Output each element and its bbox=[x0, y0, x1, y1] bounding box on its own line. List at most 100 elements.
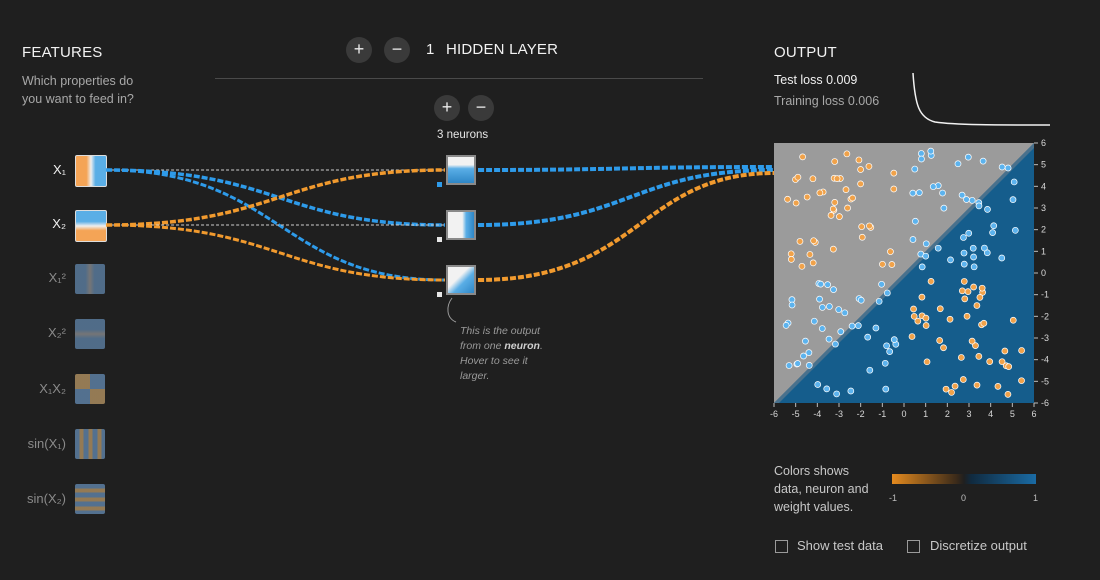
data-point bbox=[960, 278, 968, 285]
hidden-layer-title: HIDDEN LAYER bbox=[446, 41, 559, 58]
feature-label-x1: X₁ bbox=[52, 162, 66, 177]
x-axis: -6 -5 -4 -3 -2 -1 0 1 2 3 4 5 6 bbox=[770, 403, 1037, 419]
data-point bbox=[798, 262, 806, 270]
data-point bbox=[963, 312, 971, 320]
remove-layer-button[interactable]: − bbox=[384, 37, 410, 63]
data-point bbox=[872, 324, 880, 332]
link-n3-out bbox=[477, 171, 776, 282]
data-point bbox=[831, 158, 839, 165]
data-point bbox=[830, 286, 837, 293]
y-tick-label: -2 bbox=[1041, 311, 1049, 321]
add-layer-button[interactable]: + bbox=[346, 37, 372, 63]
remove-neuron-button[interactable]: − bbox=[468, 95, 494, 121]
show-test-data-label[interactable]: Show test data bbox=[797, 538, 883, 553]
data-point bbox=[1009, 316, 1017, 324]
discretize-output-label[interactable]: Discretize output bbox=[930, 538, 1027, 553]
y-tick-label: 0 bbox=[1041, 268, 1046, 278]
legend-line-3: weight values. bbox=[774, 500, 854, 514]
link-n1-out bbox=[477, 165, 776, 172]
y-tick-label: 1 bbox=[1041, 246, 1046, 256]
data-point bbox=[968, 196, 976, 204]
data-point bbox=[1001, 347, 1009, 355]
neuron-2-bias[interactable] bbox=[437, 237, 442, 242]
feature-sin-x1-thumbnail[interactable] bbox=[75, 429, 105, 459]
data-point bbox=[909, 189, 917, 197]
feature-sin-x2-thumbnail[interactable] bbox=[75, 484, 105, 514]
data-point bbox=[947, 256, 954, 264]
x-tick-label: 4 bbox=[988, 409, 993, 419]
features-subtitle-line2: you want to feed in? bbox=[22, 92, 134, 106]
data-point bbox=[973, 381, 981, 389]
y-tick-label: 4 bbox=[1041, 181, 1046, 191]
data-point bbox=[954, 160, 962, 168]
data-point bbox=[794, 360, 802, 367]
neuron-3[interactable] bbox=[446, 265, 476, 295]
data-point bbox=[970, 283, 977, 291]
note-line-3: larger. bbox=[460, 370, 490, 382]
data-point bbox=[1004, 391, 1012, 398]
data-point bbox=[890, 185, 898, 193]
data-point bbox=[887, 248, 894, 256]
data-point bbox=[984, 206, 991, 213]
data-point bbox=[864, 333, 872, 341]
data-point bbox=[1005, 363, 1013, 370]
data-point bbox=[973, 302, 981, 309]
data-point bbox=[940, 204, 948, 212]
data-point bbox=[883, 342, 890, 350]
feature-label-sin-x1: sin(X₁) bbox=[27, 436, 66, 451]
header-divider bbox=[215, 78, 703, 79]
data-point bbox=[998, 358, 1006, 366]
data-point bbox=[968, 337, 976, 345]
discretize-output-checkbox[interactable] bbox=[907, 540, 920, 553]
data-point bbox=[832, 340, 839, 348]
data-point bbox=[882, 385, 890, 393]
x-tick-label: 6 bbox=[1031, 409, 1036, 419]
link-x2-n3 bbox=[105, 223, 446, 282]
data-point bbox=[972, 342, 979, 350]
feature-x2-squared-thumbnail[interactable] bbox=[75, 319, 105, 349]
data-point bbox=[1010, 178, 1018, 186]
data-point bbox=[965, 229, 973, 237]
data-point bbox=[817, 280, 825, 288]
link-x2-n1 bbox=[105, 168, 446, 227]
data-point bbox=[909, 236, 917, 243]
loss-curve bbox=[912, 72, 1050, 126]
data-point bbox=[936, 337, 944, 344]
data-point bbox=[979, 157, 987, 165]
y-tick-label: 3 bbox=[1041, 203, 1046, 213]
data-point bbox=[792, 199, 800, 207]
features-title: FEATURES bbox=[22, 44, 103, 61]
data-point bbox=[964, 288, 972, 295]
data-point bbox=[831, 199, 839, 206]
neuron-2[interactable] bbox=[446, 210, 476, 240]
feature-label-x1x2: X₁X₂ bbox=[39, 381, 66, 396]
output-title: OUTPUT bbox=[774, 44, 837, 61]
y-axis: 6 5 4 3 2 1 0 -1 -2 -3 -4 -5 -6 bbox=[1034, 138, 1049, 408]
show-test-data-checkbox[interactable] bbox=[775, 540, 788, 553]
add-neuron-button[interactable]: + bbox=[434, 95, 460, 121]
neuron-hover-note: This is the output from one neuron. Hove… bbox=[460, 324, 560, 384]
test-loss: Test loss 0.009 bbox=[774, 73, 858, 87]
data-point bbox=[818, 325, 826, 332]
color-scale-bar bbox=[892, 474, 1036, 484]
data-point bbox=[960, 249, 968, 257]
data-point bbox=[978, 284, 986, 292]
feature-x2-thumbnail[interactable] bbox=[75, 210, 107, 242]
data-point bbox=[843, 150, 851, 158]
data-point bbox=[883, 289, 891, 297]
neuron-1-bias[interactable] bbox=[437, 182, 442, 187]
neuron-1[interactable] bbox=[446, 155, 476, 185]
feature-x1x2-thumbnail[interactable] bbox=[75, 374, 105, 404]
data-point bbox=[934, 244, 942, 252]
data-point bbox=[835, 306, 843, 313]
x-tick-label: -5 bbox=[792, 409, 800, 419]
neuron-3-bias[interactable] bbox=[437, 292, 442, 297]
data-point bbox=[998, 254, 1006, 262]
data-point bbox=[1011, 226, 1019, 234]
data-point bbox=[888, 261, 896, 268]
data-point bbox=[975, 352, 983, 360]
data-point bbox=[958, 191, 966, 199]
data-point bbox=[975, 202, 983, 210]
legend-line-2: data, neuron and bbox=[774, 482, 869, 496]
feature-x1-squared-thumbnail[interactable] bbox=[75, 264, 105, 294]
